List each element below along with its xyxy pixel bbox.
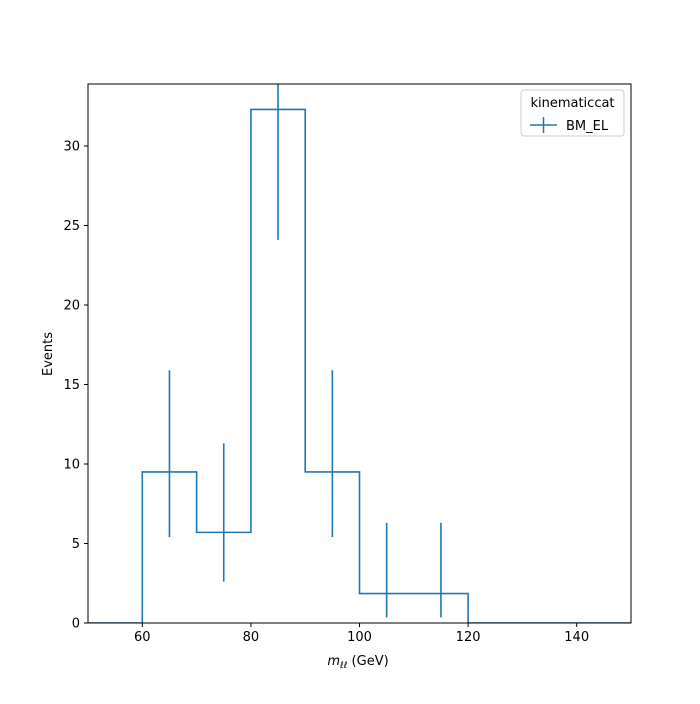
y-tick-label: 20 (63, 299, 80, 314)
histogram-step-line (88, 108, 631, 623)
x-tick-label: 140 (564, 630, 589, 645)
x-axis-label: mℓℓ (GeV) (327, 654, 388, 671)
y-tick-label: 0 (72, 617, 80, 632)
legend-entry-label: BM_EL (566, 119, 609, 134)
y-tick-label: 10 (63, 458, 80, 473)
y-axis: 0 5 10 15 20 25 30 (63, 140, 88, 632)
x-tick-label: 100 (347, 630, 372, 645)
x-tick-label: 60 (134, 630, 151, 645)
y-tick-label: 30 (63, 140, 80, 155)
x-tick-label: 80 (243, 630, 260, 645)
y-tick-label: 25 (63, 219, 80, 234)
x-tick-label: 120 (456, 630, 481, 645)
y-tick-label: 5 (72, 537, 80, 552)
legend-title: kinematiccat (530, 96, 614, 111)
plot-marks (88, 84, 631, 623)
y-axis-label: Events (41, 332, 56, 376)
y-tick-label: 15 (63, 378, 80, 393)
x-axis: 60 80 100 120 140 (134, 623, 589, 645)
legend: kinematiccat BM_EL (520, 89, 625, 137)
